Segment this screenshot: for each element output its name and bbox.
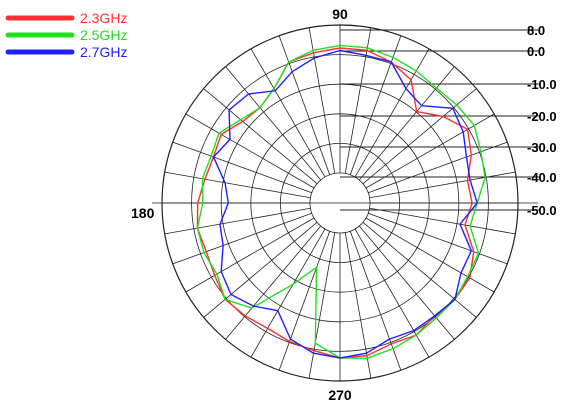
grid-spoke xyxy=(350,36,401,175)
grid-spoke xyxy=(363,222,476,317)
series-line-2-7ghz xyxy=(214,51,478,359)
radial-tick-label: -30.0 xyxy=(527,140,557,155)
radial-tick-label: 0.0 xyxy=(527,44,545,59)
radial-tick-label: -20.0 xyxy=(527,109,557,124)
legend-label: 2.7GHz xyxy=(80,44,127,60)
angular-tick-label: 270 xyxy=(328,387,352,403)
grid-spoke xyxy=(350,231,401,370)
grid-spoke xyxy=(226,226,321,339)
legend-label: 2.5GHz xyxy=(80,27,127,43)
legend-label: 2.3GHz xyxy=(80,10,127,26)
polar-grid xyxy=(152,25,538,381)
grid-spoke xyxy=(165,208,311,234)
grid-spoke xyxy=(165,172,311,198)
grid-spoke xyxy=(359,226,454,339)
angular-tick-label: 90 xyxy=(332,6,348,22)
grid-spoke xyxy=(173,142,312,193)
radial-tick-label: -50.0 xyxy=(527,203,557,218)
angular-tick-label: 180 xyxy=(131,205,155,221)
grid-spoke xyxy=(173,213,312,264)
grid-spoke xyxy=(368,213,507,264)
radial-tick-label: 8.0 xyxy=(527,23,545,38)
grid-spoke xyxy=(368,142,507,193)
grid-spoke xyxy=(279,231,330,370)
radial-tick-label: -40.0 xyxy=(527,170,557,185)
grid-spoke xyxy=(370,172,516,198)
radial-tick-label: -10.0 xyxy=(527,77,557,92)
grid-spoke xyxy=(370,208,516,234)
angular-tick-labels: 90 180 270 xyxy=(131,6,352,403)
